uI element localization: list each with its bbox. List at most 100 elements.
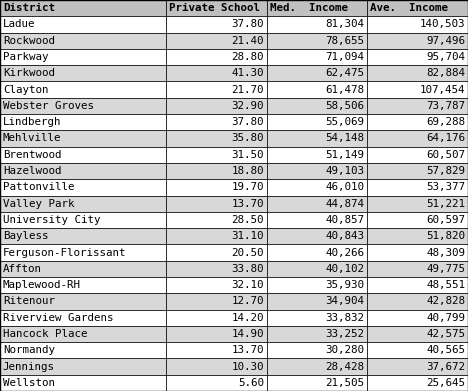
Bar: [267, 49, 367, 65]
Text: 95,704: 95,704: [426, 52, 465, 62]
Text: Hancock Place: Hancock Place: [3, 329, 88, 339]
Bar: [166, 65, 267, 81]
Bar: [267, 244, 367, 261]
Bar: [267, 114, 367, 130]
Bar: [0, 32, 166, 49]
Text: Jennings: Jennings: [3, 362, 55, 371]
Bar: [367, 98, 468, 114]
Text: 18.80: 18.80: [232, 166, 264, 176]
Bar: [267, 32, 367, 49]
Text: 49,103: 49,103: [326, 166, 365, 176]
Bar: [367, 359, 468, 375]
Text: Parkway: Parkway: [3, 52, 48, 62]
Bar: [166, 81, 267, 98]
Bar: [0, 0, 166, 16]
Text: 5.60: 5.60: [238, 378, 264, 388]
Bar: [367, 130, 468, 147]
Bar: [367, 293, 468, 310]
Text: Pattonville: Pattonville: [3, 182, 74, 192]
Text: 21.70: 21.70: [232, 84, 264, 95]
Text: 33,832: 33,832: [326, 313, 365, 323]
Bar: [0, 228, 166, 244]
Bar: [0, 261, 166, 277]
Bar: [367, 0, 468, 16]
Text: 81,304: 81,304: [326, 20, 365, 29]
Bar: [267, 277, 367, 293]
Bar: [0, 163, 166, 179]
Bar: [267, 147, 367, 163]
Bar: [267, 212, 367, 228]
Bar: [166, 261, 267, 277]
Bar: [0, 244, 166, 261]
Bar: [166, 98, 267, 114]
Bar: [367, 342, 468, 359]
Bar: [367, 49, 468, 65]
Text: 40,565: 40,565: [426, 345, 465, 355]
Bar: [367, 244, 468, 261]
Bar: [166, 114, 267, 130]
Bar: [166, 32, 267, 49]
Text: 54,148: 54,148: [326, 133, 365, 143]
Bar: [166, 147, 267, 163]
Bar: [166, 49, 267, 65]
Bar: [367, 16, 468, 32]
Bar: [267, 326, 367, 342]
Bar: [166, 228, 267, 244]
Text: 31.10: 31.10: [232, 231, 264, 241]
Text: Ferguson-Florissant: Ferguson-Florissant: [3, 248, 126, 258]
Bar: [367, 147, 468, 163]
Bar: [267, 196, 367, 212]
Text: 57,829: 57,829: [426, 166, 465, 176]
Bar: [367, 277, 468, 293]
Bar: [367, 261, 468, 277]
Text: 21,505: 21,505: [326, 378, 365, 388]
Text: University City: University City: [3, 215, 100, 225]
Text: 40,799: 40,799: [426, 313, 465, 323]
Bar: [367, 228, 468, 244]
Text: Med.  Income: Med. Income: [270, 3, 348, 13]
Text: Private School: Private School: [169, 3, 260, 13]
Bar: [0, 310, 166, 326]
Bar: [0, 65, 166, 81]
Text: Ladue: Ladue: [3, 20, 35, 29]
Text: 12.70: 12.70: [232, 296, 264, 307]
Text: Riverview Gardens: Riverview Gardens: [3, 313, 113, 323]
Text: 40,843: 40,843: [326, 231, 365, 241]
Bar: [367, 81, 468, 98]
Text: Mehlville: Mehlville: [3, 133, 61, 143]
Text: 40,857: 40,857: [326, 215, 365, 225]
Bar: [166, 179, 267, 196]
Text: 82,884: 82,884: [426, 68, 465, 78]
Text: 51,820: 51,820: [426, 231, 465, 241]
Text: 71,094: 71,094: [326, 52, 365, 62]
Text: Bayless: Bayless: [3, 231, 48, 241]
Text: 20.50: 20.50: [232, 248, 264, 258]
Text: 48,309: 48,309: [426, 248, 465, 258]
Bar: [0, 114, 166, 130]
Bar: [0, 293, 166, 310]
Bar: [166, 196, 267, 212]
Text: 61,478: 61,478: [326, 84, 365, 95]
Text: 31.50: 31.50: [232, 150, 264, 160]
Text: 28.80: 28.80: [232, 52, 264, 62]
Text: Rockwood: Rockwood: [3, 36, 55, 46]
Text: 140,503: 140,503: [420, 20, 465, 29]
Text: Affton: Affton: [3, 264, 42, 274]
Text: Lindbergh: Lindbergh: [3, 117, 61, 127]
Text: Clayton: Clayton: [3, 84, 48, 95]
Bar: [0, 342, 166, 359]
Bar: [0, 147, 166, 163]
Text: 10.30: 10.30: [232, 362, 264, 371]
Text: 35,930: 35,930: [326, 280, 365, 290]
Bar: [0, 81, 166, 98]
Text: 28,428: 28,428: [326, 362, 365, 371]
Text: 28.50: 28.50: [232, 215, 264, 225]
Text: 58,506: 58,506: [326, 101, 365, 111]
Bar: [367, 114, 468, 130]
Bar: [267, 310, 367, 326]
Bar: [166, 163, 267, 179]
Text: Maplewood-RH: Maplewood-RH: [3, 280, 81, 290]
Text: 46,010: 46,010: [326, 182, 365, 192]
Text: 33,252: 33,252: [326, 329, 365, 339]
Bar: [0, 130, 166, 147]
